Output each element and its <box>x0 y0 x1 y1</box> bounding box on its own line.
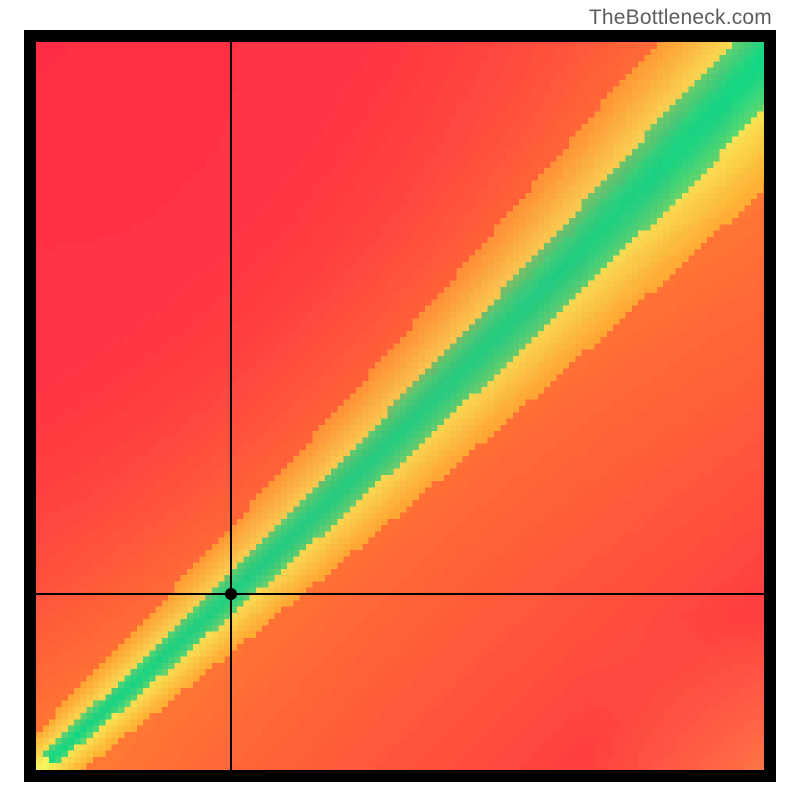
bottleneck-heatmap <box>24 30 776 782</box>
watermark-text: TheBottleneck.com <box>589 6 772 30</box>
chart-container: TheBottleneck.com <box>0 0 800 800</box>
